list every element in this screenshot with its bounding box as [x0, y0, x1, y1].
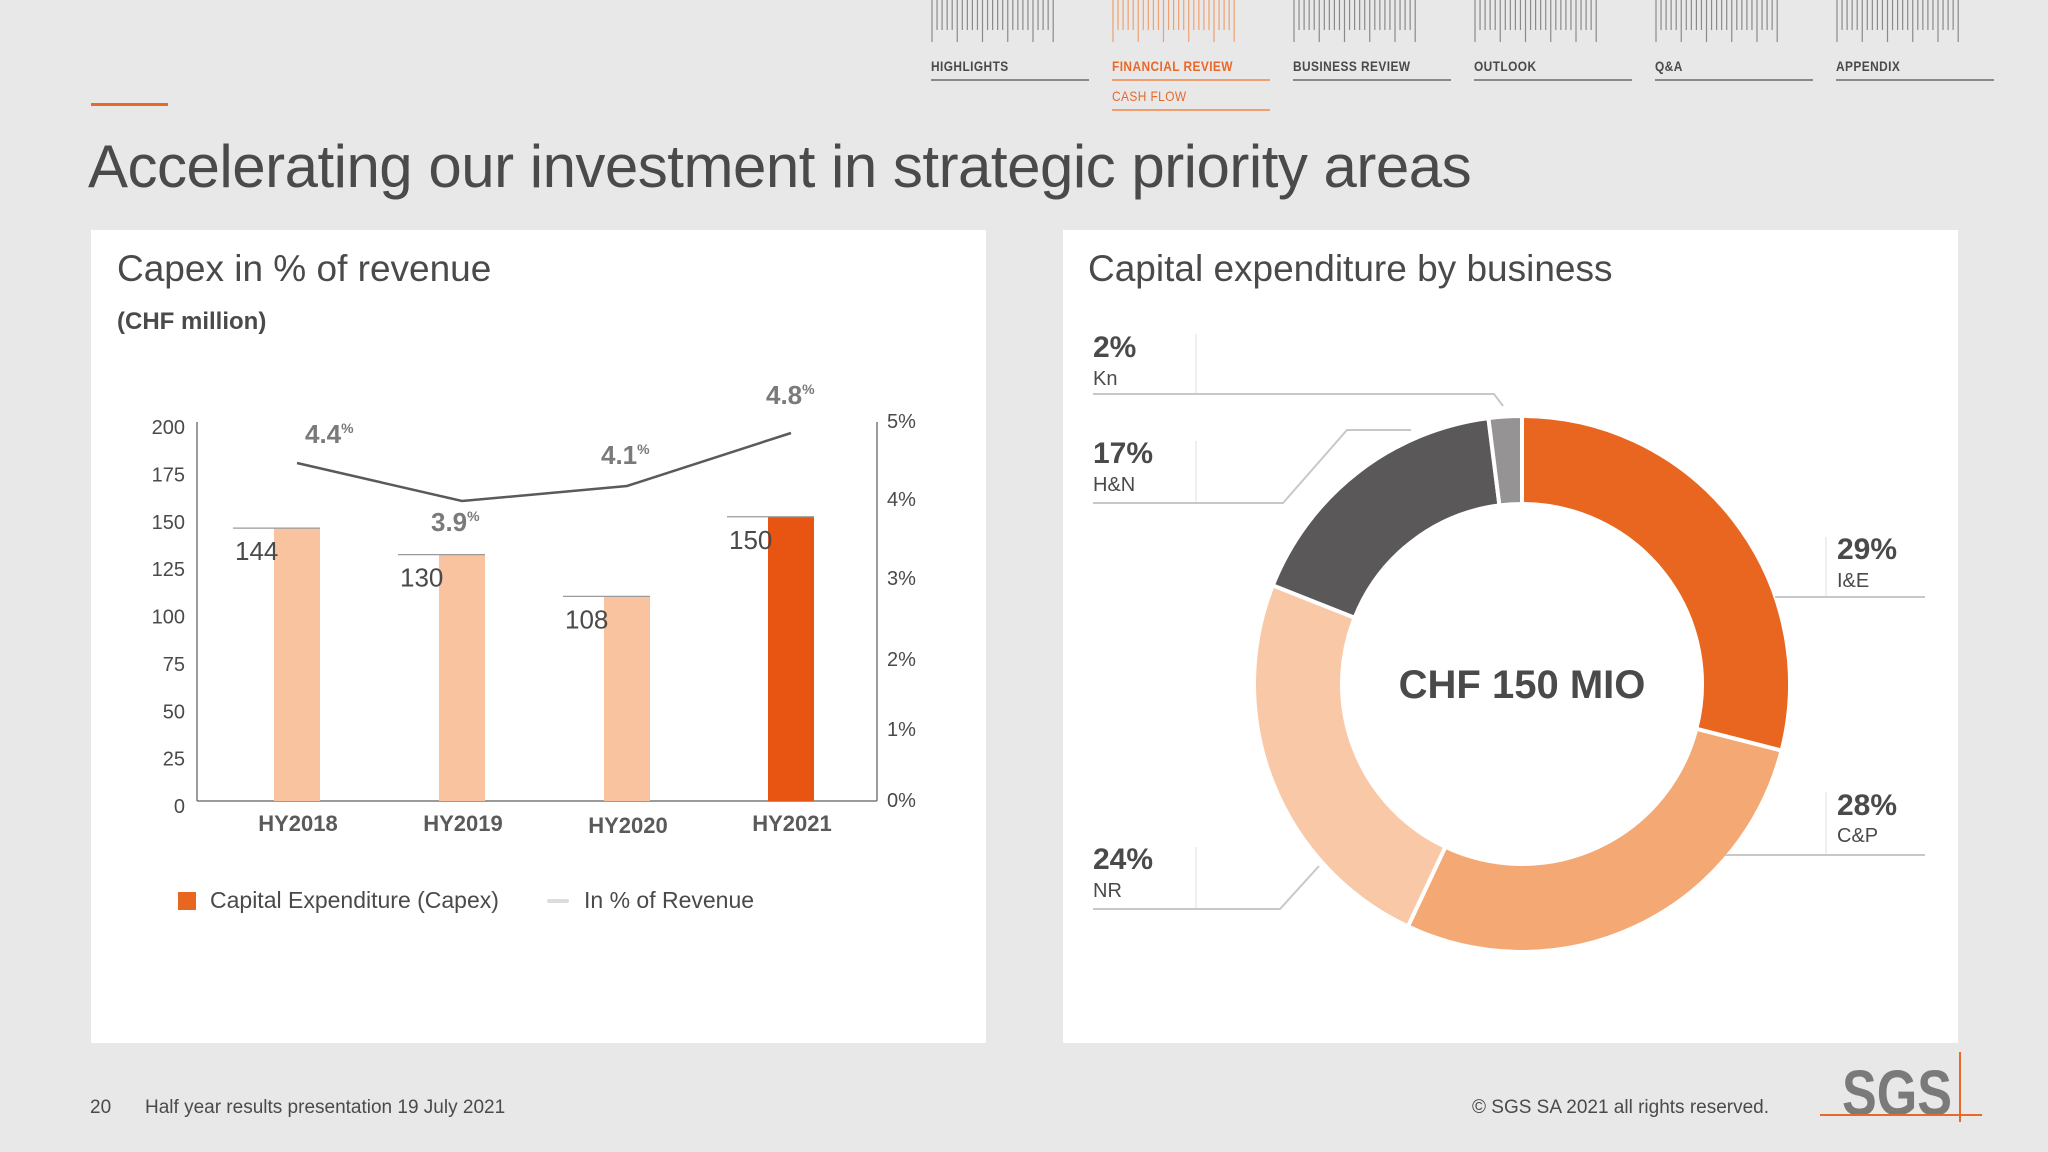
nav-tab-highlights[interactable]: HIGHLIGHTS [931, 0, 1089, 82]
right-axis-tick: 0% [887, 790, 916, 812]
bar-value-label: 150 [729, 525, 772, 555]
left-axis-tick: 150 [152, 512, 185, 534]
legend-pct-label: In % of Revenue [584, 887, 755, 913]
barcode-icon [1293, 0, 1416, 42]
barcode-icon [931, 0, 1054, 42]
nav-tab-business-review[interactable]: BUSINESS REVIEW [1293, 0, 1451, 82]
donut-slice-ie [1520, 413, 1792, 754]
capex-bar [274, 528, 320, 801]
legend-pct-swatch [547, 898, 569, 903]
slice-name-label: NR [1093, 880, 1122, 902]
slice-pct-label: 2% [1093, 331, 1136, 364]
nav-tab-label: OUTLOOK [1474, 58, 1537, 74]
nav-tab-underline [931, 79, 1089, 81]
donut-slice-kn [1486, 413, 1524, 508]
copyright: © SGS SA 2021 all rights reserved. [1472, 1097, 1770, 1118]
right-axis-tick: 5% [887, 411, 916, 433]
legend-capex: Capital Expenditure (Capex) [178, 887, 499, 914]
bar-value-label: 108 [565, 604, 608, 634]
left-axis-tick: 125 [152, 559, 185, 581]
page-title: Accelerating our investment in strategic… [88, 133, 1472, 200]
donut-slice-hn [1270, 415, 1502, 621]
slice-pct-label: 17% [1093, 437, 1153, 470]
donut-slice-nr [1252, 582, 1449, 930]
donut-center-label: CHF 150 MIO [1399, 663, 1646, 707]
left-axis-tick: 75 [163, 654, 185, 676]
slice-name-label: I&E [1837, 570, 1869, 592]
nav-tab-label: FINANCIAL REVIEW [1112, 58, 1233, 74]
capex-bar-line-chart: 0 25 50 75 100 125 150 175 200 0% 1% 2% 3% 4% 5% 144 HY2… [152, 380, 916, 838]
nav-tab-underline [1293, 79, 1451, 81]
svg-text:SGS: SGS [1842, 1057, 1952, 1122]
barcode-icon [1836, 0, 1959, 42]
nav-tab-outlook[interactable]: OUTLOOK [1474, 0, 1632, 82]
presentation-caption: Half year results presentation 19 July 2… [145, 1097, 506, 1118]
donut-slice-cp [1405, 726, 1785, 954]
nav-tab-underline [1655, 79, 1813, 81]
slice-pct-label: 24% [1093, 843, 1153, 876]
capex-chart-panel: Capex in % of revenue (CHF million) 0 25 5… [91, 230, 986, 1043]
nav-subtab-label: CASH FLOW [1112, 88, 1187, 104]
category-label: HY2019 [423, 811, 503, 836]
left-axis-tick: 50 [163, 701, 185, 723]
nav-tab-underline [1474, 79, 1632, 81]
legend-capex-swatch [178, 891, 196, 910]
capex-chart-title: Capex in % of revenue [117, 248, 492, 289]
capex-bar [604, 596, 650, 801]
category-label: HY2021 [752, 811, 832, 836]
legend-capex-label: Capital Expenditure (Capex) [210, 887, 499, 913]
right-axis-tick: 2% [887, 649, 916, 671]
legend-pct: In % of Revenue [547, 887, 754, 914]
title-accent-line [91, 103, 168, 106]
right-axis-tick: 1% [887, 719, 916, 741]
callout-leader [1093, 865, 1320, 910]
right-axis-tick: 3% [887, 568, 916, 590]
donut-chart-title: Capital expenditure by business [1088, 248, 1613, 289]
nav-tab-underline [1112, 79, 1270, 81]
nav-tab-appendix[interactable]: APPENDIX [1836, 0, 1994, 82]
nav-tab-financial-review[interactable]: FINANCIAL REVIEW [1112, 0, 1270, 82]
nav-tab-label: HIGHLIGHTS [931, 58, 1009, 74]
nav-tab-label: BUSINESS REVIEW [1293, 58, 1411, 74]
slice-name-label: H&N [1093, 474, 1135, 496]
bar-value-label: 130 [400, 563, 443, 593]
sgs-logo: SGS [1820, 1052, 1982, 1129]
left-axis-tick: 100 [152, 607, 185, 629]
nav-subtab-cash-flow[interactable]: CASH FLOW [1112, 84, 1270, 112]
nav-tab-q-a[interactable]: Q&A [1655, 0, 1813, 82]
bar-value-label: 144 [235, 536, 278, 566]
category-label: HY2020 [588, 813, 668, 838]
business-donut-chart: CHF 150 MIO 29% I&E 28% C&P 24% NR 17% H&N 2% Kn [1093, 331, 1925, 954]
business-donut-panel: Capital expenditure by business CHF 150 … [1063, 230, 1958, 1043]
slice-name-label: Kn [1093, 368, 1117, 390]
pct-revenue-line [296, 431, 792, 503]
callout-leader [1093, 429, 1411, 504]
left-axis-tick: 200 [152, 417, 185, 439]
slice-pct-label: 28% [1837, 789, 1897, 822]
pct-value-label: 3.9% [431, 507, 480, 537]
barcode-icon [1655, 0, 1778, 42]
nav-tab-underline [1836, 79, 1994, 81]
nav-tab-label: APPENDIX [1836, 58, 1901, 74]
pct-value-label: 4.4% [305, 419, 354, 449]
barcode-icon [1112, 0, 1235, 42]
capex-bar [439, 554, 485, 801]
left-axis-tick: 25 [163, 749, 185, 771]
capex-chart-unit: (CHF million) [117, 308, 267, 335]
left-axis-tick: 175 [152, 464, 185, 486]
pct-value-label: 4.1% [601, 440, 650, 470]
left-axis-tick: 0 [174, 796, 185, 818]
category-label: HY2018 [258, 811, 338, 836]
barcode-icon [1474, 0, 1597, 42]
slice-name-label: C&P [1837, 825, 1878, 847]
callout-leader [1093, 393, 1504, 407]
nav-tab-label: Q&A [1655, 58, 1683, 74]
slice-pct-label: 29% [1837, 533, 1897, 566]
right-axis-tick: 4% [887, 489, 916, 511]
page-number: 20 [90, 1097, 112, 1118]
capex-bar [768, 516, 814, 801]
nav-subtab-underline [1112, 109, 1270, 111]
pct-value-label: 4.8% [766, 380, 815, 410]
